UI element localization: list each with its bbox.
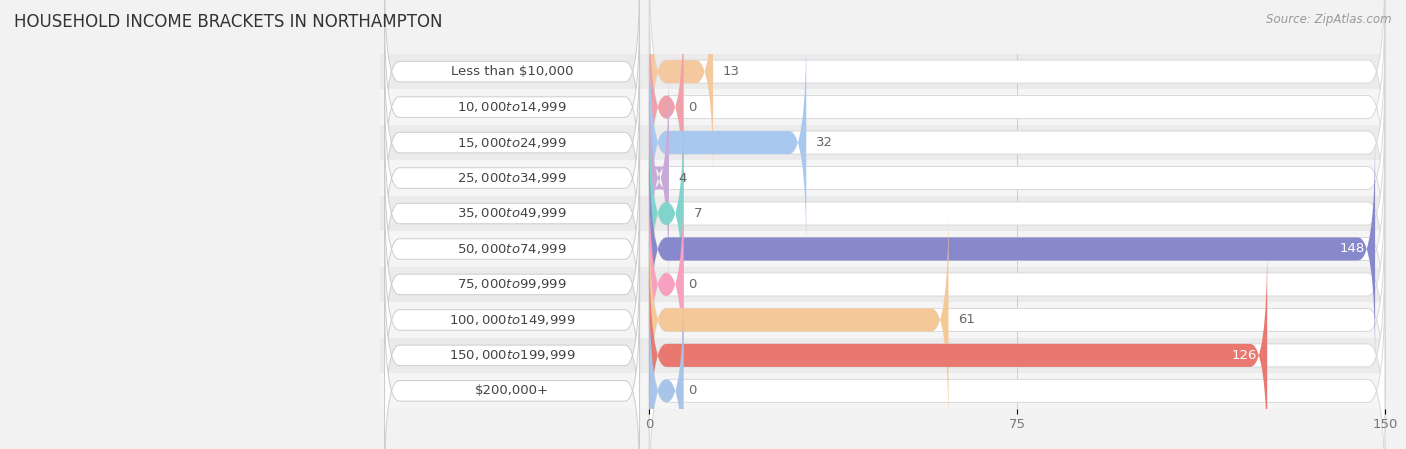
FancyBboxPatch shape bbox=[650, 172, 683, 397]
FancyBboxPatch shape bbox=[650, 243, 1385, 449]
Bar bbox=[380, 54, 1385, 89]
Text: 126: 126 bbox=[1232, 349, 1257, 362]
Bar bbox=[380, 89, 1385, 125]
Text: $75,000 to $99,999: $75,000 to $99,999 bbox=[457, 277, 567, 291]
Bar bbox=[380, 160, 1385, 196]
FancyBboxPatch shape bbox=[384, 0, 640, 168]
Bar bbox=[380, 231, 1385, 267]
Text: $50,000 to $74,999: $50,000 to $74,999 bbox=[457, 242, 567, 256]
Text: $100,000 to $149,999: $100,000 to $149,999 bbox=[449, 313, 575, 327]
Text: $200,000+: $200,000+ bbox=[475, 384, 548, 397]
Text: 7: 7 bbox=[693, 207, 702, 220]
FancyBboxPatch shape bbox=[384, 153, 640, 345]
Text: 13: 13 bbox=[723, 65, 740, 78]
FancyBboxPatch shape bbox=[650, 207, 1385, 432]
FancyBboxPatch shape bbox=[650, 101, 683, 326]
FancyBboxPatch shape bbox=[384, 259, 640, 449]
FancyBboxPatch shape bbox=[650, 172, 1385, 397]
Text: $35,000 to $49,999: $35,000 to $49,999 bbox=[457, 207, 567, 220]
FancyBboxPatch shape bbox=[384, 46, 640, 239]
Text: 0: 0 bbox=[689, 278, 697, 291]
Text: Less than $10,000: Less than $10,000 bbox=[451, 65, 574, 78]
Text: $25,000 to $34,999: $25,000 to $34,999 bbox=[457, 171, 567, 185]
Text: $15,000 to $24,999: $15,000 to $24,999 bbox=[457, 136, 567, 150]
FancyBboxPatch shape bbox=[650, 0, 1385, 184]
Text: 4: 4 bbox=[679, 172, 688, 185]
FancyBboxPatch shape bbox=[384, 295, 640, 449]
Bar bbox=[380, 338, 1385, 373]
FancyBboxPatch shape bbox=[650, 0, 1385, 220]
FancyBboxPatch shape bbox=[650, 207, 949, 432]
Text: Source: ZipAtlas.com: Source: ZipAtlas.com bbox=[1267, 13, 1392, 26]
Bar bbox=[380, 373, 1385, 409]
FancyBboxPatch shape bbox=[650, 30, 806, 255]
Bar bbox=[380, 196, 1385, 231]
FancyBboxPatch shape bbox=[384, 224, 640, 416]
FancyBboxPatch shape bbox=[650, 278, 1385, 449]
Bar bbox=[380, 125, 1385, 160]
Bar bbox=[380, 267, 1385, 302]
FancyBboxPatch shape bbox=[650, 0, 713, 184]
FancyBboxPatch shape bbox=[650, 243, 1267, 449]
Text: HOUSEHOLD INCOME BRACKETS IN NORTHAMPTON: HOUSEHOLD INCOME BRACKETS IN NORTHAMPTON bbox=[14, 13, 443, 31]
FancyBboxPatch shape bbox=[650, 0, 683, 220]
Text: $150,000 to $199,999: $150,000 to $199,999 bbox=[449, 348, 575, 362]
FancyBboxPatch shape bbox=[384, 188, 640, 381]
FancyBboxPatch shape bbox=[650, 136, 1385, 361]
FancyBboxPatch shape bbox=[384, 11, 640, 203]
FancyBboxPatch shape bbox=[650, 66, 669, 291]
Text: 0: 0 bbox=[689, 101, 697, 114]
FancyBboxPatch shape bbox=[650, 66, 1385, 291]
Text: 0: 0 bbox=[689, 384, 697, 397]
FancyBboxPatch shape bbox=[650, 30, 1385, 255]
Bar bbox=[380, 302, 1385, 338]
Text: $10,000 to $14,999: $10,000 to $14,999 bbox=[457, 100, 567, 114]
FancyBboxPatch shape bbox=[650, 278, 683, 449]
FancyBboxPatch shape bbox=[384, 117, 640, 310]
FancyBboxPatch shape bbox=[650, 136, 1375, 361]
Text: 32: 32 bbox=[815, 136, 834, 149]
FancyBboxPatch shape bbox=[650, 101, 1385, 326]
FancyBboxPatch shape bbox=[384, 82, 640, 274]
Text: 61: 61 bbox=[959, 313, 976, 326]
Text: 148: 148 bbox=[1340, 242, 1365, 255]
